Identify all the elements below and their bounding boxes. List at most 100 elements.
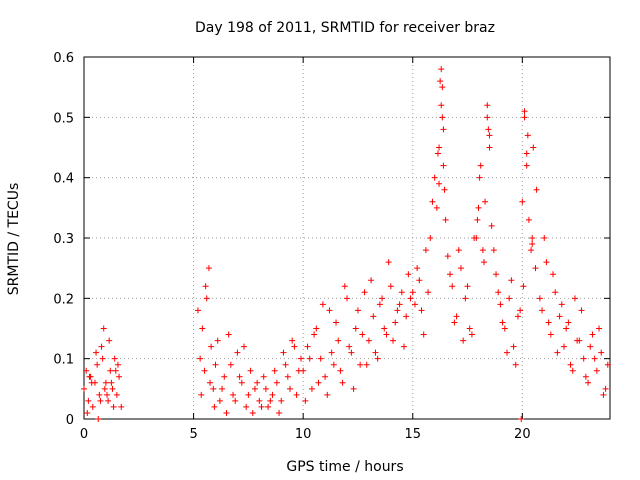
data-point: [258, 403, 265, 410]
data-point: [387, 283, 394, 290]
y-tick-label: 0.2: [53, 292, 74, 307]
data-point: [565, 319, 572, 326]
data-point: [116, 373, 123, 380]
data-point: [501, 325, 508, 332]
data-point: [379, 295, 386, 302]
x-tick-label: 0: [80, 427, 88, 442]
data-point: [260, 373, 267, 380]
data-point: [300, 367, 307, 374]
data-point: [529, 235, 536, 241]
data-point: [201, 367, 208, 374]
data-point: [455, 247, 462, 254]
data-point: [104, 391, 111, 398]
data-point: [420, 331, 427, 338]
data-point: [339, 379, 346, 386]
data-point: [304, 343, 311, 350]
data-point: [457, 265, 464, 272]
x-tick-label: 10: [295, 427, 312, 442]
data-point: [333, 319, 340, 326]
data-point: [216, 397, 223, 404]
data-point: [593, 367, 600, 374]
data-point: [207, 379, 214, 386]
data-point: [519, 198, 526, 205]
data-point: [361, 289, 368, 296]
data-point: [84, 409, 91, 416]
data-point: [466, 325, 473, 332]
data-point: [98, 343, 105, 350]
data-point: [521, 114, 528, 121]
data-point: [543, 259, 550, 266]
data-point: [475, 204, 482, 211]
data-point: [363, 361, 370, 368]
data-point: [249, 409, 256, 416]
data-points: [81, 66, 611, 422]
data-point: [354, 307, 361, 314]
data-point: [547, 331, 554, 338]
data-point: [476, 174, 483, 181]
data-point: [434, 150, 441, 157]
data-point: [499, 319, 506, 326]
data-point: [569, 367, 576, 374]
data-point: [341, 283, 348, 290]
data-point: [280, 349, 287, 356]
data-point: [425, 289, 432, 296]
data-point: [376, 301, 383, 308]
data-point: [510, 343, 517, 350]
data-point: [99, 355, 106, 362]
data-point: [81, 385, 87, 392]
data-point: [324, 391, 331, 398]
data-point: [284, 373, 291, 380]
data-point: [411, 301, 418, 308]
data-point: [317, 355, 324, 362]
data-point: [256, 397, 263, 404]
data-point: [484, 102, 491, 109]
data-point: [552, 289, 559, 296]
data-point: [232, 397, 239, 404]
data-point: [86, 373, 93, 380]
data-point: [392, 319, 399, 326]
data-point: [604, 361, 611, 368]
data-point: [385, 259, 392, 266]
data-point: [530, 144, 537, 151]
data-point: [221, 373, 228, 380]
data-point: [539, 307, 546, 314]
data-point: [440, 162, 447, 169]
data-point: [383, 331, 390, 338]
y-tick-label: 0.1: [53, 353, 74, 368]
y-axis-label: SRMTID / TECUs: [6, 183, 22, 296]
data-point: [251, 385, 258, 392]
data-point: [405, 271, 412, 278]
data-point: [262, 385, 269, 392]
data-point: [118, 403, 125, 410]
data-point: [439, 84, 446, 91]
data-point: [574, 337, 581, 344]
data-point: [346, 343, 353, 350]
data-point: [112, 367, 119, 374]
data-point: [287, 385, 294, 392]
data-point: [480, 259, 487, 266]
data-point: [308, 385, 315, 392]
data-point: [326, 307, 333, 314]
data-point: [431, 174, 438, 181]
data-point: [477, 162, 484, 169]
data-point: [352, 325, 359, 332]
data-point: [473, 235, 480, 241]
data-point: [433, 204, 440, 211]
data-point: [418, 307, 425, 314]
data-point: [322, 373, 329, 380]
data-point: [488, 222, 495, 229]
data-point: [205, 265, 212, 272]
data-point: [276, 409, 283, 416]
data-point: [442, 216, 449, 223]
data-point: [359, 331, 366, 338]
data-point: [396, 301, 403, 308]
data-point: [528, 247, 535, 254]
data-point: [512, 361, 519, 368]
data-point: [282, 361, 289, 368]
data-point: [106, 337, 113, 344]
data-point: [265, 403, 272, 410]
data-point: [578, 307, 585, 314]
data-point: [357, 361, 364, 368]
data-point: [514, 313, 521, 320]
